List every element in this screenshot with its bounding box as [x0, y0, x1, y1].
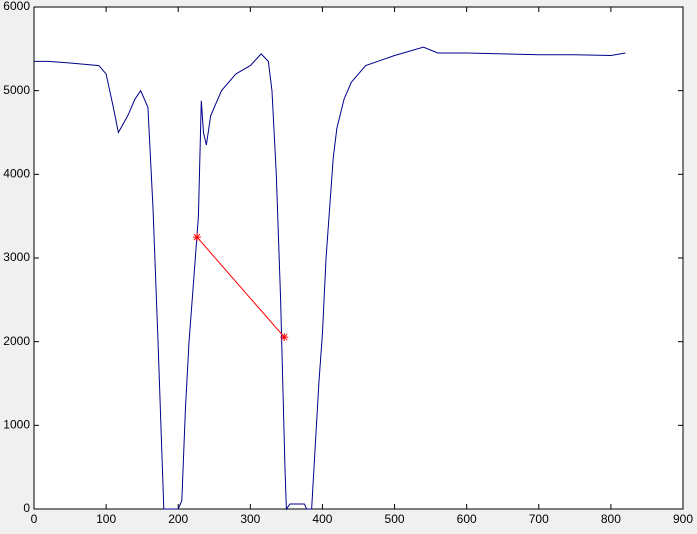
axes-box	[33, 6, 684, 510]
y-tick-label: 3000	[3, 250, 30, 264]
y-tick-label: 5000	[3, 83, 30, 97]
x-tick-label: 900	[673, 512, 693, 526]
y-tick-label: 2000	[3, 334, 30, 348]
star-marker	[192, 233, 201, 242]
x-tick-label: 100	[96, 512, 116, 526]
x-tick-label: 600	[457, 512, 477, 526]
star-marker	[280, 333, 289, 342]
y-tick-label: 4000	[3, 167, 30, 181]
x-tick-label: 0	[31, 512, 38, 526]
x-tick-label: 400	[312, 512, 332, 526]
plot-area	[34, 7, 683, 509]
x-tick-label: 200	[168, 512, 188, 526]
x-tick-label: 700	[529, 512, 549, 526]
y-tick-label: 0	[23, 501, 30, 515]
y-tick-label: 6000	[3, 0, 30, 13]
x-tick-label: 500	[385, 512, 405, 526]
data-line	[196, 236, 285, 338]
data-line	[34, 46, 626, 511]
x-tick-label: 800	[601, 512, 621, 526]
y-tick-label: 1000	[3, 418, 30, 432]
x-tick-label: 300	[240, 512, 260, 526]
